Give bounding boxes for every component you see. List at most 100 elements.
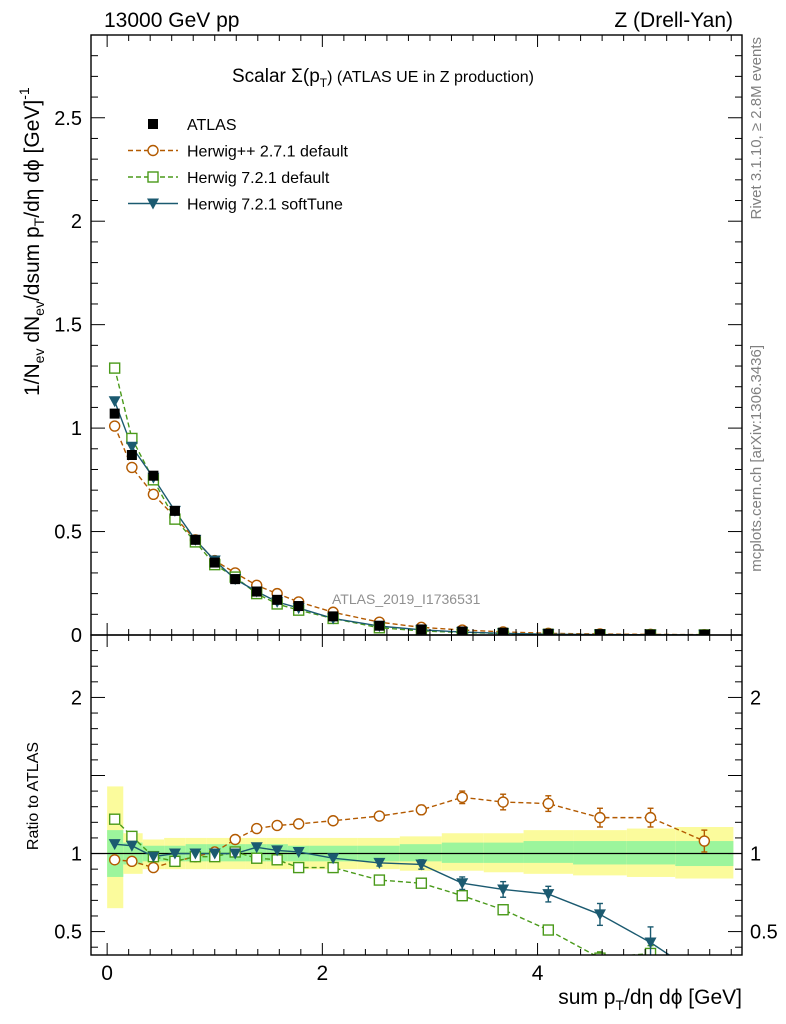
legend-label-h271: Herwig++ 2.7.1 default bbox=[187, 144, 349, 161]
series-curves bbox=[114, 796, 705, 955]
herwig7-softtune-marker bbox=[147, 198, 159, 210]
energy-label: 13000 GeV pp bbox=[104, 9, 239, 32]
band-inner-bin bbox=[399, 844, 442, 862]
atlas-marker bbox=[645, 629, 656, 635]
herwig7-default-marker bbox=[594, 952, 606, 955]
rivet-label: Rivet 3.1.10, ≥ 2.8M events bbox=[748, 37, 765, 220]
mcplots-label: mcplots.cern.ch [arXiv:1306.3436] bbox=[748, 345, 765, 572]
band-inner-bin bbox=[441, 842, 484, 863]
atlas-marker bbox=[251, 586, 262, 597]
herwig7-default-marker bbox=[251, 852, 263, 864]
herwig7-default-marker bbox=[415, 877, 428, 889]
y-tick-label: 1 bbox=[71, 418, 82, 440]
herwig7-softtune-marker bbox=[229, 848, 242, 860]
band-inner-bin bbox=[573, 841, 627, 865]
herwigpp-marker bbox=[147, 144, 159, 157]
atlas-marker bbox=[293, 601, 304, 612]
series-markers bbox=[108, 362, 711, 984]
analysis-watermark: ATLAS_2019_I1736531 bbox=[332, 591, 481, 607]
herwigpp-marker bbox=[456, 791, 468, 804]
herwig7-softtune-marker bbox=[125, 441, 138, 453]
herwig7-softtune-marker bbox=[208, 848, 221, 860]
atlas-marker bbox=[126, 450, 137, 460]
ratio-y-tick-label: 0.5 bbox=[54, 922, 82, 944]
herwigpp-marker bbox=[108, 420, 121, 432]
x-tick-label: 2 bbox=[317, 962, 329, 985]
herwigpp-marker bbox=[147, 861, 160, 874]
atlas-marker bbox=[148, 119, 158, 129]
herwig7-default-marker bbox=[126, 830, 138, 843]
ratio-y-axis-label: Ratio to ATLAS bbox=[25, 742, 42, 850]
band-inner-bin bbox=[523, 841, 574, 863]
herwig7-softtune-marker bbox=[147, 851, 160, 863]
herwig7-default-marker bbox=[373, 874, 386, 886]
herwig7-softtune-marker bbox=[108, 396, 121, 408]
herwig7-softtune-marker bbox=[644, 937, 657, 949]
herwigpp-marker bbox=[497, 796, 509, 808]
x-axis-label: sum pT/dη dϕ [GeV] bbox=[558, 986, 742, 1013]
herwig7-softtune-marker bbox=[108, 839, 121, 851]
atlas-marker bbox=[699, 629, 710, 635]
ratio-frame bbox=[90, 634, 743, 956]
herwig7-softtune-marker bbox=[698, 973, 710, 984]
herwig7-softtune-marker bbox=[189, 848, 202, 860]
plot-title: Scalar Σ(pT) (ATLAS UE in Z production) bbox=[232, 66, 534, 90]
herwigpp-marker bbox=[147, 488, 160, 501]
atlas-marker bbox=[328, 611, 339, 622]
herwigpp-marker bbox=[373, 810, 386, 822]
atlas-marker bbox=[230, 574, 241, 585]
herwig7-default-marker bbox=[542, 924, 555, 936]
atlas-marker bbox=[148, 470, 159, 481]
herwigpp-marker bbox=[594, 811, 606, 824]
y-tick-label: 1.5 bbox=[54, 315, 82, 337]
atlas-marker bbox=[374, 620, 385, 631]
herwig7-softtune-marker bbox=[497, 884, 510, 896]
axis-ticks: 0 2 4 0 0.5 1 1.5 2 2.5 0.5 0.5 1 1 2 2 bbox=[54, 34, 778, 985]
ratio-y-tick-label-right: 2 bbox=[750, 687, 761, 709]
main-markers bbox=[108, 362, 711, 635]
herwigpp-marker bbox=[327, 815, 339, 827]
herwig7-default-marker bbox=[108, 362, 121, 374]
ratio-markers bbox=[108, 790, 711, 984]
herwig7-softtune-marker bbox=[125, 840, 138, 852]
herwig7-softtune-marker bbox=[373, 857, 386, 869]
herwigpp-marker bbox=[542, 797, 555, 810]
atlas-marker bbox=[543, 628, 554, 635]
herwigpp-marker bbox=[229, 833, 241, 846]
plot-frames bbox=[90, 34, 743, 956]
x-tick-label: 4 bbox=[532, 962, 544, 985]
herwigpp-marker bbox=[271, 819, 283, 832]
ratio-y-tick-label: 2 bbox=[71, 687, 82, 709]
atlas-marker bbox=[457, 626, 468, 635]
herwig7-default-marker bbox=[456, 889, 468, 902]
herwigpp-marker bbox=[108, 854, 121, 866]
ratio-y-tick-label-right: 0.5 bbox=[750, 922, 778, 944]
herwig7-softtune-marker bbox=[456, 878, 469, 890]
herwig7-softtune-marker bbox=[292, 846, 305, 858]
herwigpp-marker bbox=[251, 822, 263, 835]
legend-label-h721: Herwig 7.2.1 default bbox=[187, 170, 330, 187]
legend-label-atlas: ATLAS bbox=[187, 117, 237, 134]
y-tick-label: 0.5 bbox=[54, 522, 82, 544]
herwigpp-marker bbox=[644, 811, 657, 824]
herwig7-softtune-marker bbox=[415, 859, 428, 871]
herwig7-default-marker bbox=[699, 973, 709, 983]
ratio-y-tick-label: 1 bbox=[71, 844, 82, 866]
herwigpp-marker bbox=[126, 855, 138, 868]
atlas-marker bbox=[416, 624, 427, 635]
legend-label-soft: Herwig 7.2.1 softTune bbox=[187, 197, 343, 214]
y-axis-label: 1/Nev dNev/dsum pT/dη dϕ [GeV]-1 bbox=[16, 87, 47, 396]
herwigpp-marker bbox=[126, 461, 138, 474]
herwigpp-marker bbox=[415, 804, 428, 816]
y-tick-label: 0 bbox=[71, 625, 82, 647]
herwig7-softtune-marker bbox=[593, 909, 606, 921]
atlas-marker bbox=[109, 408, 120, 419]
ratio-y-tick-label-right: 1 bbox=[750, 844, 761, 866]
band-inner-bin bbox=[483, 842, 524, 863]
x-tick-label: 0 bbox=[101, 962, 113, 985]
atlas-marker bbox=[498, 627, 509, 635]
atlas-marker bbox=[594, 629, 605, 635]
herwig7-default-marker bbox=[497, 904, 509, 916]
herwigpp-marker bbox=[698, 835, 711, 847]
